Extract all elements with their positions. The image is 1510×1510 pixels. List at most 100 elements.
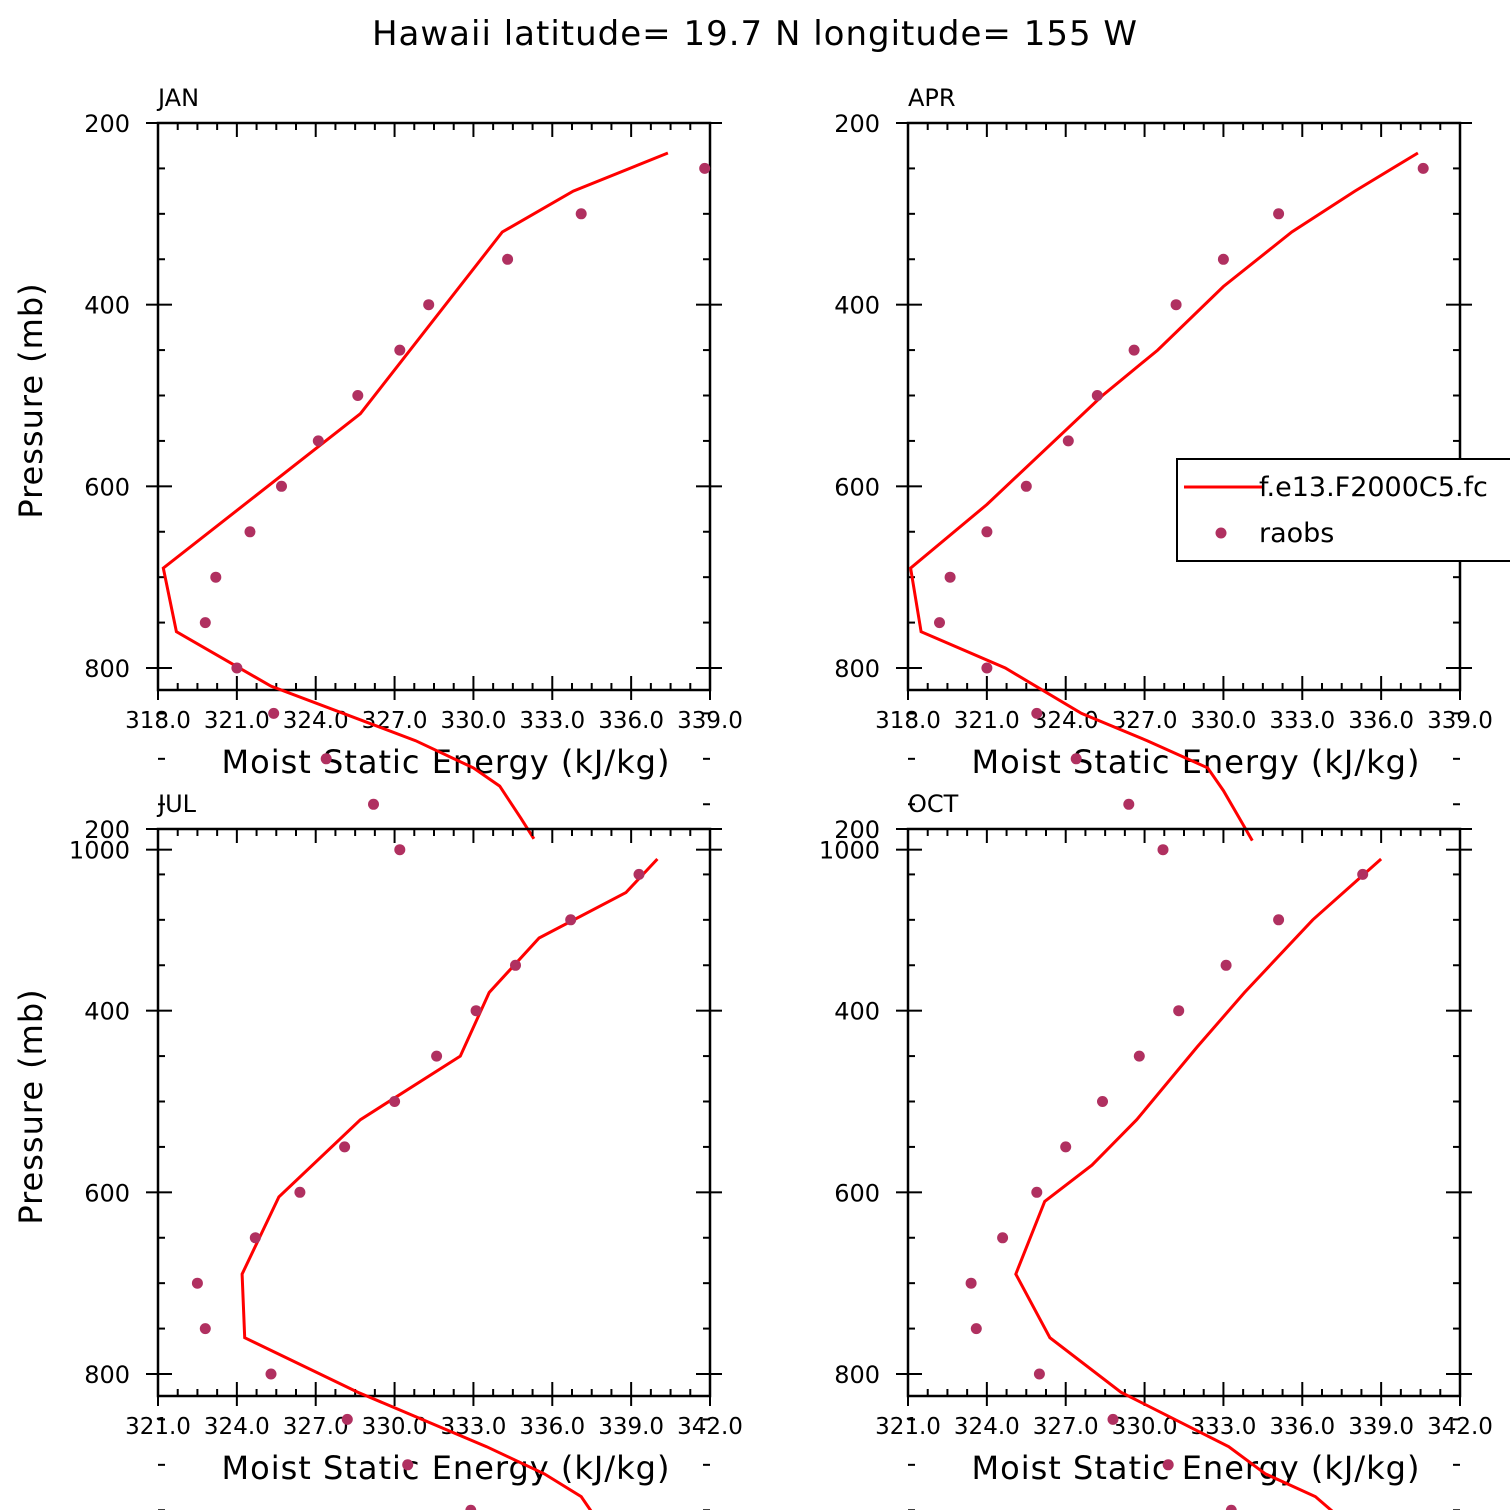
obs-point	[1062, 435, 1074, 447]
obs-point	[276, 480, 287, 492]
x-tick-label: 330.0	[1190, 708, 1256, 734]
y-tick-label: 800	[834, 1361, 880, 1389]
obs-point	[934, 617, 945, 629]
x-axis-label: Moist Static Energy (kJ/kg)	[972, 1449, 1421, 1487]
x-tick-label: 333.0	[440, 1414, 506, 1440]
obs-point	[191, 1277, 203, 1289]
obs-point	[341, 1413, 353, 1425]
obs-point	[981, 526, 993, 538]
plot-frame	[906, 121, 1462, 692]
x-tick-label: 339.0	[1427, 708, 1493, 734]
obs-point	[1173, 1005, 1185, 1017]
y-tick-label: 200	[834, 110, 880, 138]
obs-point	[352, 390, 364, 401]
obs-point	[1128, 344, 1140, 356]
x-tick-label: 327.0	[1033, 1414, 1099, 1440]
obs-point	[565, 914, 577, 926]
x-tick-label: 321.0	[125, 1414, 191, 1440]
y-tick-label: 800	[834, 655, 880, 683]
obs-point	[1031, 1186, 1043, 1198]
y-tick-label: 600	[84, 1179, 130, 1207]
obs-point	[199, 1323, 211, 1335]
x-tick-label: 321.0	[204, 708, 270, 734]
x-tick-label: 327.0	[283, 1414, 349, 1440]
y-tick-label: 600	[834, 1179, 880, 1207]
x-tick-label: 324.0	[204, 1414, 270, 1440]
obs-point	[199, 617, 211, 629]
x-tick-label: 342.0	[677, 1414, 743, 1440]
obs-point	[249, 1232, 261, 1244]
obs-point	[312, 435, 324, 447]
obs-point	[1170, 299, 1182, 311]
obs-point	[1217, 253, 1229, 265]
obs-point	[210, 571, 222, 583]
x-tick-label: 336.0	[1348, 708, 1414, 734]
y-tick-label: 200	[84, 110, 130, 138]
obs-point	[944, 571, 956, 583]
obs-point	[1020, 480, 1032, 492]
panel-label: JAN	[156, 84, 199, 112]
x-tick-label: 324.0	[1033, 708, 1099, 734]
panels: JAN 318.0 321.0 324.0 327.0 330.0 333.0 336.0 33…	[12, 84, 1493, 1510]
legend-label-obs: raobs	[1259, 518, 1334, 549]
legend-marker-swatch	[1215, 527, 1227, 539]
x-tick-label: 336.0	[598, 708, 664, 734]
x-tick-label: 327.0	[362, 708, 428, 734]
figure-title: Hawaii latitude= 19.7 N longitude= 155 W	[372, 14, 1138, 54]
series-line-model	[240, 857, 659, 1510]
panel-oct: OCT 321.0 324.0 327.0 330.0 333.0 336.0 339.0 34…	[834, 790, 1493, 1510]
obs-point	[1225, 1504, 1237, 1510]
y-tick-label: 600	[834, 473, 880, 501]
obs-point	[402, 1459, 414, 1471]
plot-frame	[156, 827, 712, 1398]
y-tick-label: 200	[834, 816, 880, 844]
obs-point	[1417, 162, 1429, 174]
legend: f.e13.F2000C5.fc raobs	[1176, 458, 1510, 562]
x-tick-label: 324.0	[954, 1414, 1020, 1440]
x-tick-label: 336.0	[1269, 1414, 1335, 1440]
obs-point	[997, 1232, 1009, 1244]
obs-point	[389, 1096, 401, 1107]
obs-point	[294, 1186, 306, 1198]
obs-point	[268, 707, 280, 719]
obs-point	[965, 1277, 977, 1289]
obs-point	[265, 1368, 277, 1380]
series-line-model	[1014, 857, 1383, 1510]
obs-point	[1107, 1413, 1119, 1425]
x-tick-label: 339.0	[1348, 1414, 1414, 1440]
legend-box	[1176, 458, 1510, 562]
y-tick-label: 400	[834, 292, 880, 320]
obs-point	[423, 299, 435, 311]
obs-point	[1097, 1096, 1108, 1107]
obs-point	[1060, 1141, 1072, 1153]
obs-point	[1031, 707, 1043, 719]
x-tick-label: 342.0	[1427, 1414, 1493, 1440]
plot-frame	[156, 121, 712, 692]
y-tick-label: 400	[84, 998, 130, 1026]
obs-point	[368, 798, 379, 810]
obs-point	[981, 662, 993, 674]
obs-point	[465, 1504, 477, 1510]
obs-point	[1357, 868, 1369, 880]
obs-point	[1070, 753, 1082, 765]
obs-point	[1162, 1459, 1174, 1471]
y-axis-label: Pressure (mb)	[12, 282, 50, 518]
obs-point	[1091, 390, 1103, 401]
obs-point	[1033, 1368, 1045, 1380]
plot-frame	[906, 827, 1462, 1398]
obs-point	[231, 662, 243, 674]
x-tick-label: 333.0	[1269, 708, 1335, 734]
obs-point	[1273, 914, 1285, 926]
y-tick-label: 800	[84, 1361, 130, 1389]
series-line-model	[908, 151, 1419, 842]
obs-point	[1273, 208, 1285, 220]
x-tick-label: 336.0	[519, 1414, 585, 1440]
legend-label-model: f.e13.F2000C5.fc	[1259, 472, 1488, 503]
x-tick-label: 318.0	[125, 708, 191, 734]
x-tick-label: 321.0	[954, 708, 1020, 734]
x-tick-label: 330.0	[1112, 1414, 1178, 1440]
